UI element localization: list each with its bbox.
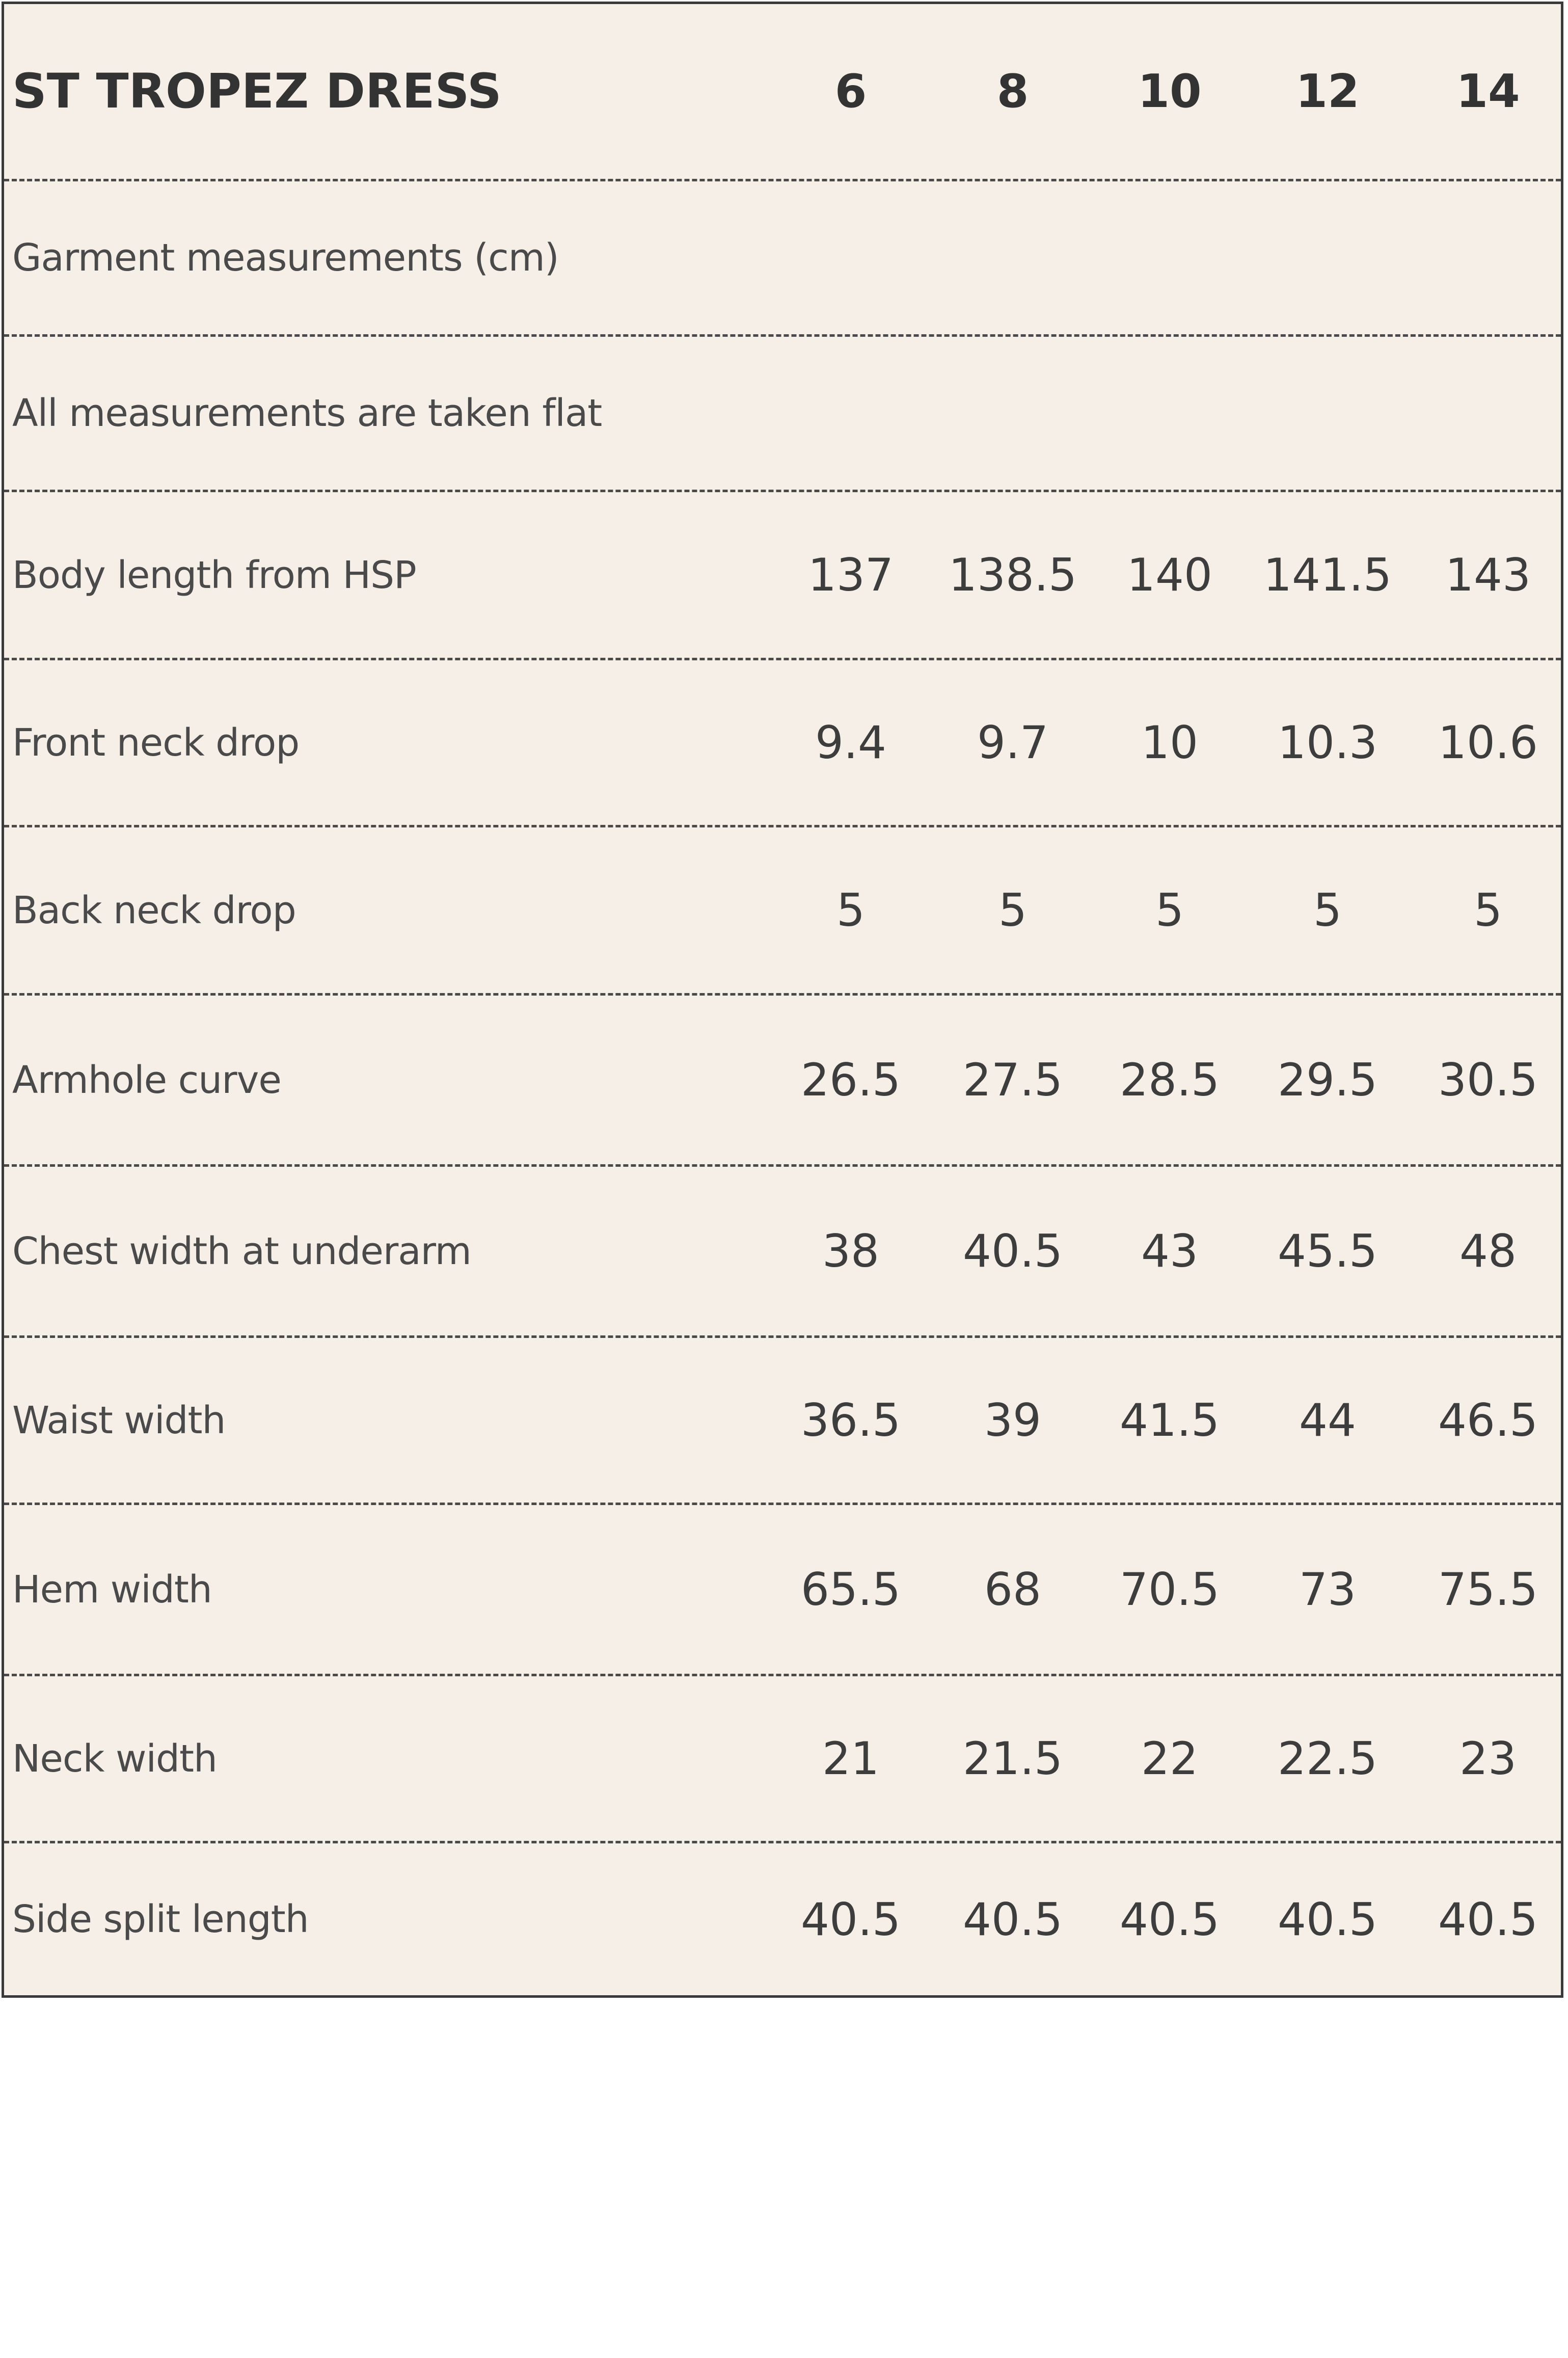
size-header: 12 (1295, 65, 1360, 118)
measurement-value: 5 (1474, 884, 1502, 936)
header-row: ST TROPEZ DRESS 6 8 10 12 14 (4, 4, 1561, 181)
table-row: Waist width 36.5 39 41.5 44 46.5 (4, 1338, 1561, 1505)
measurement-value: 48 (1459, 1225, 1517, 1277)
measurement-value: 21 (822, 1732, 879, 1785)
measurement-value: 140 (1127, 549, 1212, 601)
measurement-value: 5 (836, 884, 865, 936)
measurement-value: 143 (1445, 549, 1531, 601)
measurement-value: 28.5 (1120, 1054, 1220, 1106)
measurement-value: 65.5 (801, 1563, 901, 1616)
info-label: Garment measurements (cm) (12, 236, 559, 280)
measurement-value: 46.5 (1438, 1394, 1538, 1446)
size-header: 6 (834, 65, 867, 118)
measurement-label: Side split length (12, 1897, 309, 1941)
measurement-label: Chest width at underarm (12, 1229, 472, 1273)
measurement-value: 40.5 (963, 1893, 1063, 1946)
measurement-value: 40.5 (963, 1225, 1063, 1277)
measurement-value: 22 (1141, 1732, 1198, 1785)
measurement-value: 40.5 (1438, 1893, 1538, 1946)
measurement-value: 23 (1459, 1732, 1517, 1785)
measurement-value: 5 (1313, 884, 1342, 936)
size-header: 10 (1138, 65, 1202, 118)
info-label: All measurements are taken flat (12, 391, 602, 435)
size-chart-table: ST TROPEZ DRESS 6 8 10 12 14 Garment mea… (2, 2, 1563, 1998)
measurement-value: 9.4 (815, 716, 886, 769)
measurement-value: 10 (1141, 716, 1198, 769)
measurement-value: 45.5 (1278, 1225, 1377, 1277)
measurement-value: 38 (822, 1225, 879, 1277)
measurement-value: 21.5 (963, 1732, 1063, 1785)
measurement-value: 27.5 (963, 1054, 1063, 1106)
measurement-value: 43 (1141, 1225, 1198, 1277)
measurement-value: 22.5 (1278, 1732, 1377, 1785)
measurement-value: 30.5 (1438, 1054, 1538, 1106)
measurement-value: 41.5 (1120, 1394, 1220, 1446)
measurement-label: Neck width (12, 1736, 218, 1781)
measurement-value: 70.5 (1120, 1563, 1220, 1616)
measurement-value: 40.5 (1278, 1893, 1377, 1946)
measurement-label: Hem width (12, 1567, 212, 1612)
measurement-value: 10.3 (1278, 716, 1377, 769)
size-header: 14 (1456, 65, 1520, 118)
table-row: Hem width 65.5 68 70.5 73 75.5 (4, 1505, 1561, 1676)
measurement-value: 29.5 (1278, 1054, 1377, 1106)
measurement-value: 75.5 (1438, 1563, 1538, 1616)
measurement-value: 138.5 (949, 549, 1077, 601)
measurement-label: Armhole curve (12, 1058, 282, 1102)
table-row: Chest width at underarm 38 40.5 43 45.5 … (4, 1167, 1561, 1338)
measurement-label: Body length from HSP (12, 553, 417, 597)
table-row: Armhole curve 26.5 27.5 28.5 29.5 30.5 (4, 996, 1561, 1167)
measurement-value: 137 (808, 549, 894, 601)
measurement-value: 141.5 (1263, 549, 1392, 601)
measurement-value: 44 (1299, 1394, 1356, 1446)
measurement-value: 73 (1299, 1563, 1356, 1616)
measurement-value: 9.7 (977, 716, 1048, 769)
measurement-value: 39 (984, 1394, 1041, 1446)
measurement-label: Waist width (12, 1398, 226, 1442)
info-row: Garment measurements (cm) (4, 181, 1561, 337)
measurement-value: 40.5 (801, 1893, 901, 1946)
table-row: Neck width 21 21.5 22 22.5 23 (4, 1676, 1561, 1843)
measurement-value: 5 (1155, 884, 1184, 936)
measurement-label: Front neck drop (12, 720, 300, 765)
measurement-value: 40.5 (1120, 1893, 1220, 1946)
measurement-value: 36.5 (801, 1394, 901, 1446)
table-row: Front neck drop 9.4 9.7 10 10.3 10.6 (4, 660, 1561, 827)
measurement-label: Back neck drop (12, 888, 296, 932)
table-row: Back neck drop 5 5 5 5 5 (4, 827, 1561, 996)
measurement-value: 26.5 (801, 1054, 901, 1106)
table-row: Side split length 40.5 40.5 40.5 40.5 40… (4, 1843, 1561, 1995)
info-row: All measurements are taken flat (4, 337, 1561, 492)
measurement-value: 10.6 (1438, 716, 1538, 769)
measurement-value: 68 (984, 1563, 1041, 1616)
measurement-value: 5 (998, 884, 1027, 936)
table-row: Body length from HSP 137 138.5 140 141.5… (4, 492, 1561, 660)
table-title: ST TROPEZ DRESS (12, 64, 502, 119)
size-header: 8 (996, 65, 1029, 118)
